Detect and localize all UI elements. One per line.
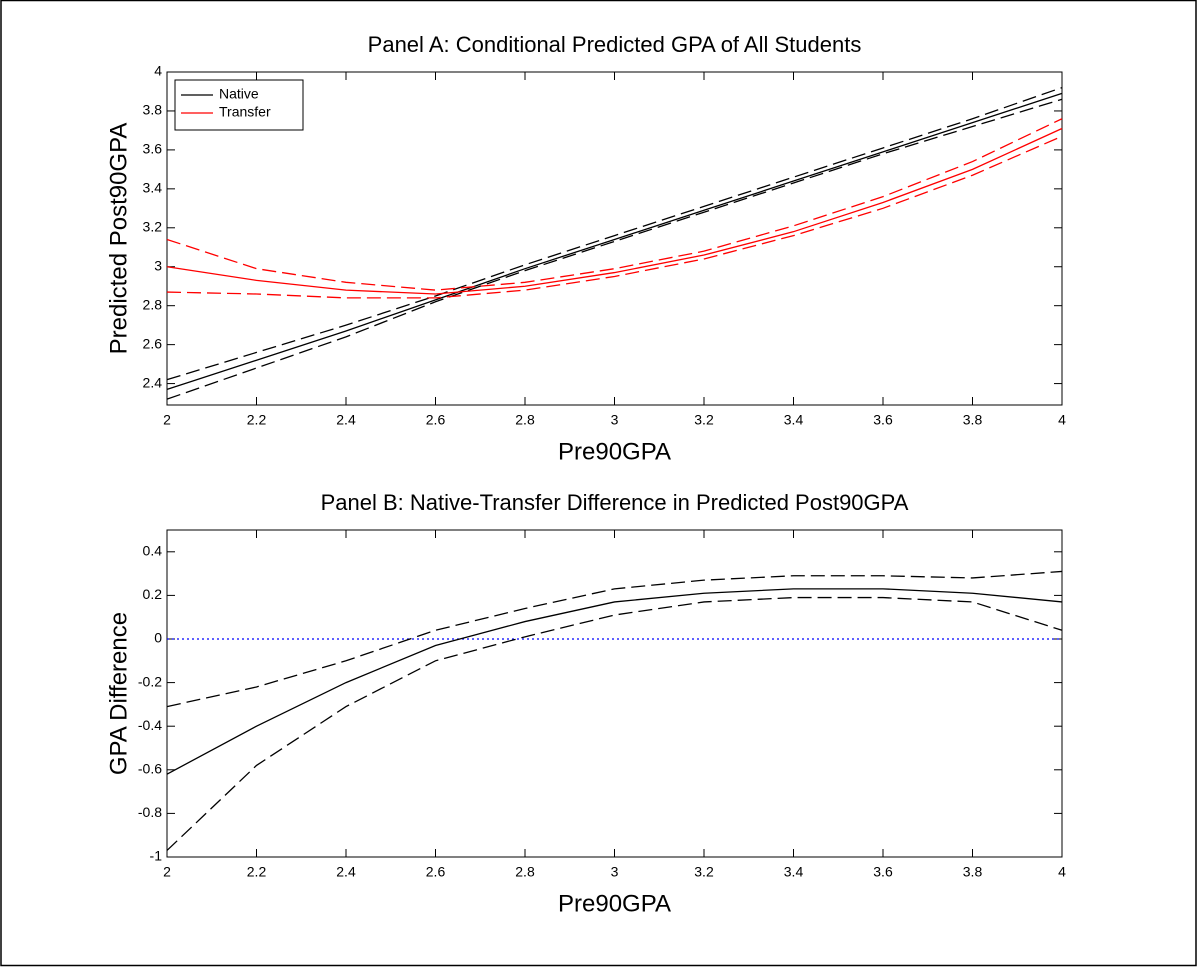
x-tick-label: 3: [611, 864, 619, 880]
line: [166, 127, 1063, 295]
x-tick-label: 4: [1058, 412, 1066, 428]
x-tick-label: 3.4: [784, 412, 804, 428]
lower-bound-line: [166, 98, 1063, 400]
upper-bound-line: [166, 118, 1063, 291]
lower-bound-line: [166, 135, 1063, 299]
x-tick-label: 2.2: [247, 412, 267, 428]
x-tick-label: 2: [163, 864, 171, 880]
plot-area: [166, 71, 1063, 406]
y-tick-label: -1: [150, 848, 163, 864]
legend-box: [174, 79, 304, 131]
y-axis-label: GPA Difference: [105, 612, 132, 775]
x-tick-label: 2.8: [515, 864, 535, 880]
plot-area: [166, 529, 1063, 858]
x-tick-label: 3.8: [963, 864, 983, 880]
line: [166, 588, 1063, 775]
x-tick-label: 3.6: [873, 864, 893, 880]
x-axis-label: Pre90GPA: [558, 438, 671, 465]
y-tick-label: 3.4: [143, 180, 163, 196]
line: [166, 92, 1063, 391]
legend-label: Native: [219, 86, 259, 102]
upper-bound-line: [166, 86, 1063, 381]
chart-title: Panel A: Conditional Predicted GPA of Al…: [368, 32, 862, 57]
legend-label: Transfer: [219, 104, 271, 120]
y-tick-label: 2.6: [143, 335, 163, 351]
y-tick-label: 0.2: [143, 586, 163, 602]
y-tick-label: -0.6: [138, 761, 162, 777]
upper-bound-line: [166, 570, 1063, 708]
x-tick-label: 3.6: [873, 412, 893, 428]
y-tick-label: 4: [154, 63, 162, 79]
y-tick-label: -0.2: [138, 673, 162, 689]
chart-title: Panel B: Native-Transfer Difference in P…: [321, 490, 909, 515]
y-tick-label: 3.8: [143, 102, 163, 118]
x-tick-label: 3.8: [963, 412, 983, 428]
y-axis-label: Predicted Post90GPA: [105, 123, 132, 355]
x-tick-label: 3.4: [784, 864, 804, 880]
x-axis-label: Pre90GPA: [558, 890, 671, 917]
y-tick-label: -0.8: [138, 804, 162, 820]
x-tick-label: 2.6: [426, 412, 446, 428]
x-tick-label: 3.2: [694, 864, 714, 880]
x-tick-label: 2.8: [515, 412, 535, 428]
x-tick-label: 2.6: [426, 864, 446, 880]
x-tick-label: 3: [611, 412, 619, 428]
x-tick-label: 4: [1058, 864, 1066, 880]
x-tick-label: 3.2: [694, 412, 714, 428]
y-tick-label: 3.2: [143, 218, 163, 234]
y-tick-label: 2.4: [143, 374, 163, 390]
x-tick-label: 2.4: [336, 864, 356, 880]
y-tick-label: 3.6: [143, 141, 163, 157]
y-tick-label: 0.4: [143, 543, 163, 559]
x-tick-label: 2.4: [336, 412, 356, 428]
y-tick-label: 2.8: [143, 296, 163, 312]
y-tick-label: 3: [154, 257, 162, 273]
y-tick-label: 0: [154, 630, 162, 646]
x-tick-label: 2: [163, 412, 171, 428]
y-tick-label: -0.4: [138, 717, 162, 733]
x-tick-label: 2.2: [247, 864, 267, 880]
